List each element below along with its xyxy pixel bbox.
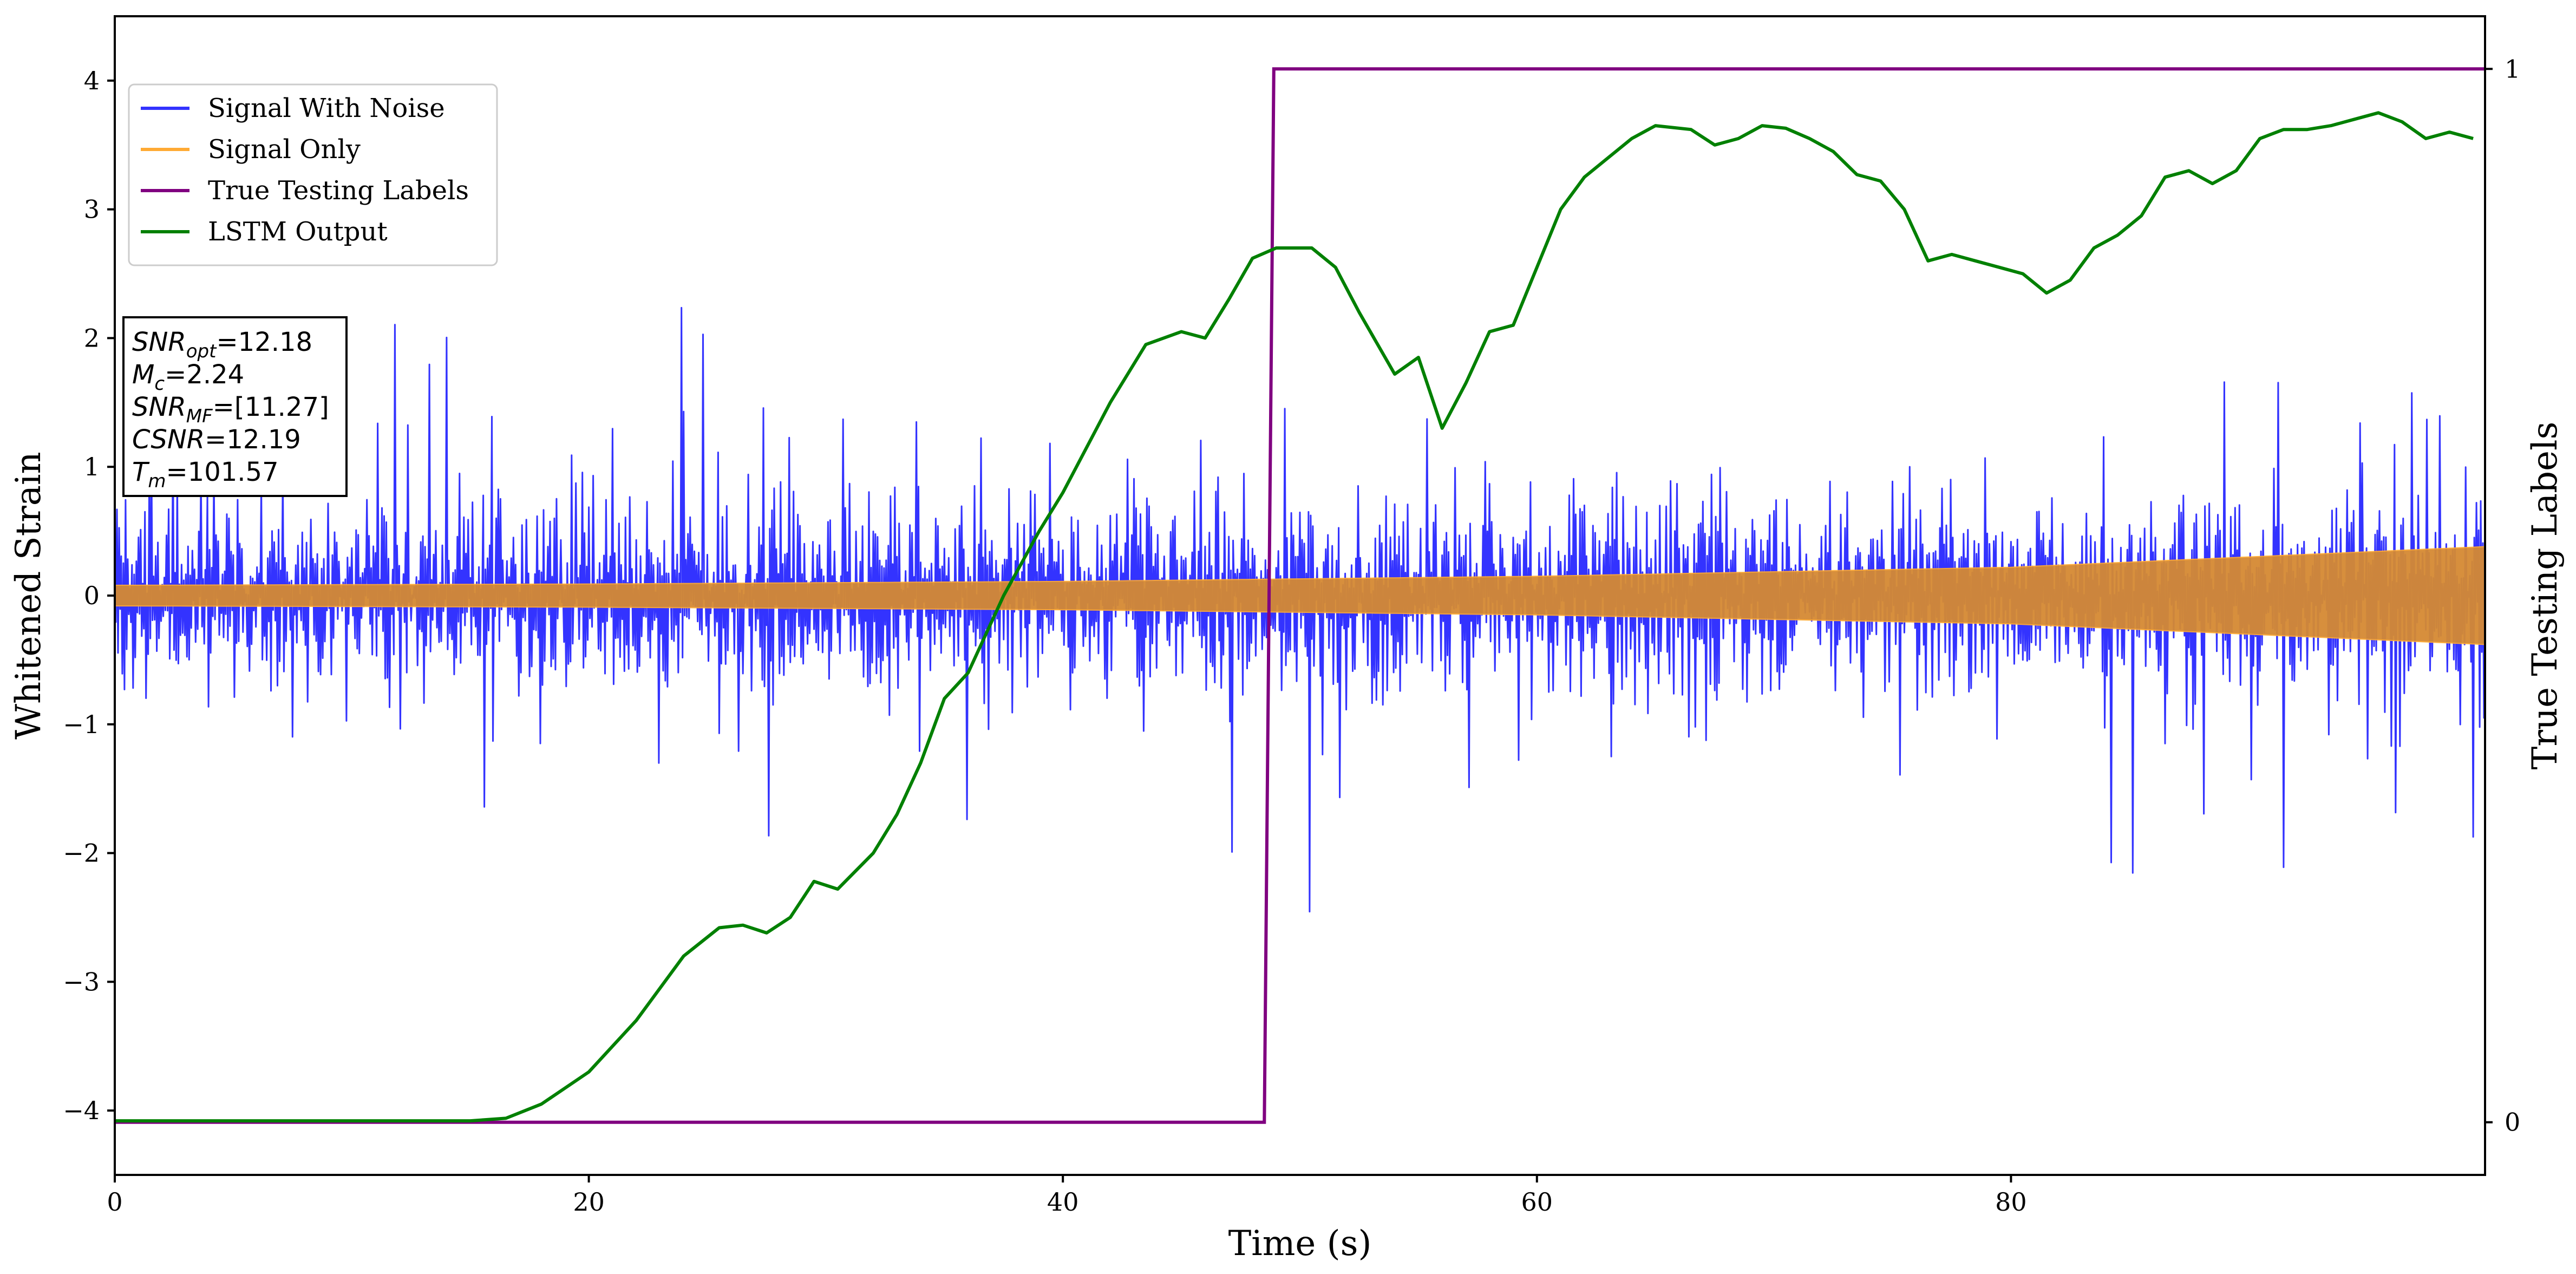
legend-label: True Testing Labels [208, 175, 469, 206]
x-tick-label: 0 [107, 1187, 122, 1217]
y-tick-label: 4 [84, 66, 100, 95]
y-tick-label: 3 [84, 195, 100, 224]
annotation-line: SNRopt=12.18 [132, 327, 312, 362]
y-tick-label: 2 [84, 323, 100, 352]
legend-label: LSTM Output [208, 217, 388, 247]
annotation-line: CSNR=12.19 [132, 424, 301, 455]
x-tick-label: 40 [1047, 1187, 1079, 1217]
y2-tick-label: 1 [2505, 54, 2520, 83]
x-tick-label: 60 [1521, 1187, 1553, 1217]
legend-label: Signal With Noise [208, 93, 445, 123]
annotation-line: Tm=101.57 [132, 457, 279, 492]
annotation-frame [122, 316, 348, 497]
x-tick-label: 20 [573, 1187, 605, 1217]
true-testing-labels-line [115, 67, 2485, 1124]
y-tick-label: 0 [84, 581, 100, 610]
y2-axis-title: True Testing Labels [2525, 422, 2565, 770]
y2-tick-label: 0 [2505, 1108, 2520, 1137]
x-tick-label: 80 [1995, 1187, 2027, 1217]
parameter-annotation-box: SNRopt=12.18Mc=2.24SNRMF=[11.27]CSNR=12.… [122, 316, 348, 497]
legend: Signal With Noise Signal Only True Testing… [128, 83, 498, 266]
y-axis-title: Whitened Strain [9, 452, 49, 739]
lstm-output-line [115, 111, 2474, 1123]
annotation-line: Mc=2.24 [132, 360, 244, 395]
y-tick-label: −2 [63, 839, 100, 868]
legend-box [128, 83, 498, 266]
legend-label: Signal Only [208, 134, 361, 165]
true-testing-labels-layer [115, 67, 2485, 1124]
annotation-line: SNRMF=[11.27] [132, 392, 329, 427]
y-tick-label: 1 [84, 452, 100, 481]
y-tick-label: −1 [63, 710, 100, 739]
x-axis-title: Time (s) [1228, 1224, 1372, 1264]
lstm-output-layer [115, 111, 2474, 1123]
y-tick-label: −3 [63, 967, 100, 996]
y-tick-label: −4 [63, 1096, 100, 1125]
